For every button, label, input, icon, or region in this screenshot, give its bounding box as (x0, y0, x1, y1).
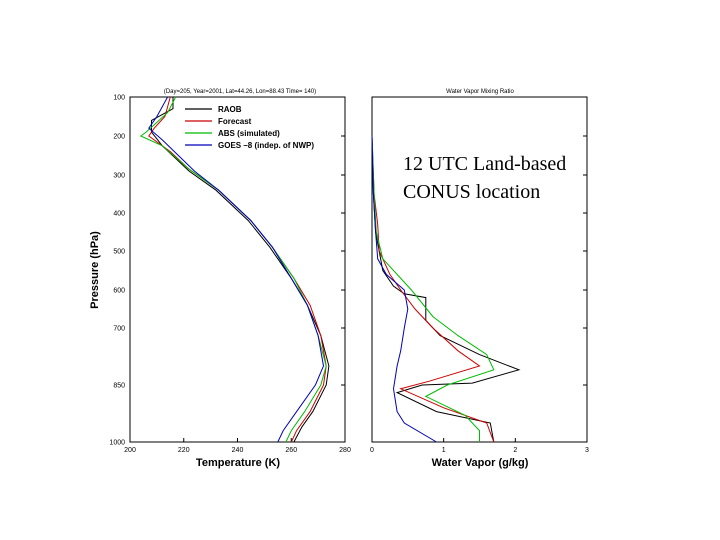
water-vapor-pressure-ticks (583, 96, 587, 443)
x-tick-label: 240 (232, 447, 244, 454)
temperature-series (139, 96, 330, 443)
pressure-tick-label: 700 (113, 326, 125, 333)
legend-label-goes-8-indep-of-nwp: GOES –8 (indep. of NWP) (218, 141, 314, 150)
water-vapor-ticks: 0 1 2 3 (370, 438, 589, 454)
series-line-abs-simulated-1 (371, 135, 495, 442)
annotation-line-2: CONUS location (403, 181, 541, 203)
temperature-axis-label: Temperature (K) (196, 457, 280, 469)
x-tick-label: 2 (513, 447, 517, 454)
water-vapor-series (371, 135, 521, 443)
x-tick-label: 200 (124, 447, 136, 454)
series-line-goes-8-indep-of-nwp-1 (371, 135, 437, 443)
x-tick-label: 3 (585, 447, 589, 454)
pressure-axis-label: Pressure (hPa) (89, 231, 101, 309)
water-vapor-panel-title: Water Vapor Mixing Ratio (446, 89, 514, 95)
legend: RAOB Forecast ABS (simulated) GOES –8 (inde… (185, 105, 314, 150)
x-tick-label: 0 (370, 447, 374, 454)
pressure-ticks: 100 200 300 400 500 600 700 850 1000 (109, 95, 345, 447)
water-vapor-panel: Water Vapor Mixing Ratio 0 1 2 3 Water Vapo… (370, 89, 589, 469)
temperature-panel: (Day=205, Year=2001, Lat=44.26, Lon=88.4… (89, 89, 351, 469)
x-tick-label: 1 (442, 447, 446, 454)
pressure-tick-label: 300 (113, 173, 125, 180)
annotation-line-1: 12 UTC Land-based (403, 153, 567, 175)
series-line-raob-1 (371, 135, 521, 443)
pressure-tick-label: 100 (113, 95, 125, 102)
legend-label-forecast: Forecast (218, 117, 252, 126)
pressure-tick-label: 850 (113, 383, 125, 390)
x-tick-label: 260 (285, 447, 297, 454)
temperature-panel-title: (Day=205, Year=2001, Lat=44.26, Lon=88.4… (164, 89, 316, 95)
water-vapor-axis-label: Water Vapor (g/kg) (432, 457, 529, 469)
pressure-tick-label: 1000 (109, 440, 125, 447)
x-tick-label: 280 (339, 447, 351, 454)
series-line-goes-8-indep-of-nwp-0 (148, 96, 325, 443)
pressure-tick-label: 500 (113, 249, 125, 256)
temperature-ticks: 200 220 240 260 280 (124, 438, 351, 454)
legend-label-raob: RAOB (218, 105, 242, 114)
legend-label-abs-simulated: ABS (simulated) (218, 129, 280, 138)
pressure-tick-label: 600 (113, 288, 125, 295)
pressure-tick-label: 400 (113, 211, 125, 218)
annotation-text: 12 UTC Land-based CONUS location (403, 150, 566, 206)
series-line-raob-0 (151, 97, 330, 443)
x-tick-label: 220 (178, 447, 190, 454)
pressure-tick-label: 200 (113, 134, 125, 141)
series-line-forecast-1 (371, 135, 495, 443)
